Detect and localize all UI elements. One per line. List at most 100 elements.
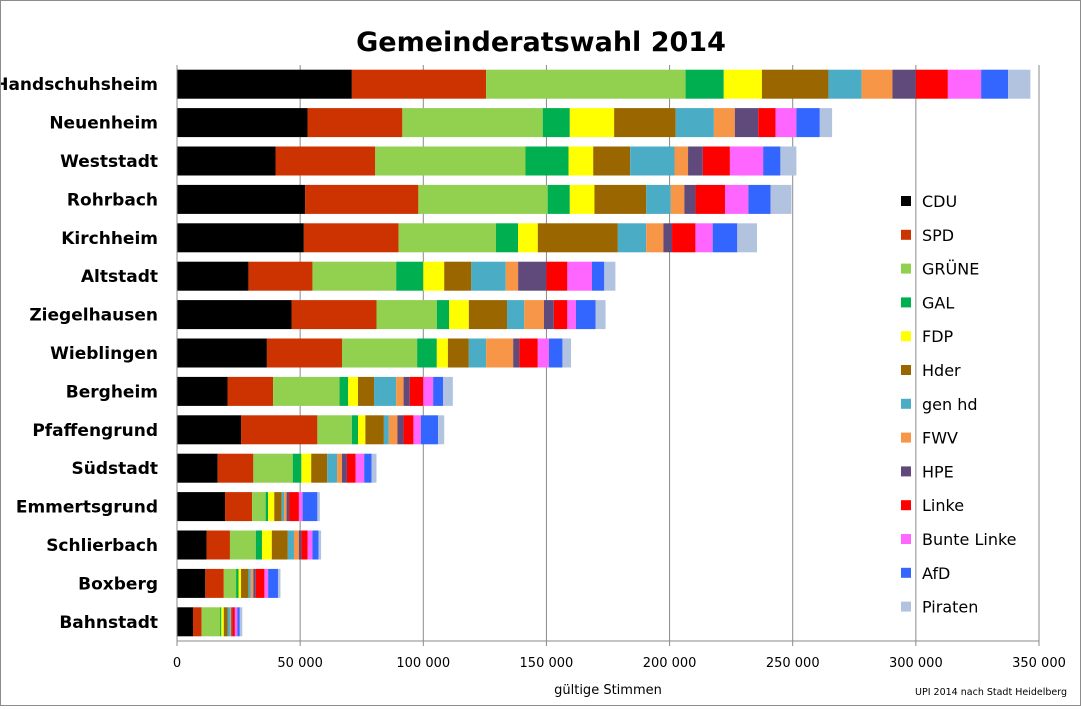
legend-label-spd: SPD: [922, 226, 954, 245]
category-labels: Handschuhsheim Neuenheim Weststadt Rohrbach…: [0, 75, 158, 633]
legend-swatch-hpe: [901, 466, 911, 477]
bar-boxberg-hpe: [253, 568, 256, 598]
bar-suedstadt-fwv: [337, 453, 343, 483]
bar-handschuhsheim-bunte-linke: [947, 69, 982, 99]
bar-neuenheim-bunte-linke: [775, 108, 797, 138]
category-label-weststadt: Weststadt: [60, 152, 158, 172]
bar-schlierbach-gruene: [229, 530, 256, 560]
bar-emmertsgrund-cdu: [177, 492, 226, 522]
legend-swatch-hder: [901, 365, 911, 375]
bar-altstadt-gruene: [312, 261, 397, 291]
bar-schlierbach-afd: [312, 530, 319, 560]
category-label-pfaffengrund: Pfaffengrund: [32, 421, 158, 441]
bar-neuenheim-spd: [307, 108, 403, 138]
bar-kirchheim-afd: [712, 223, 738, 253]
bar-bahnstadt-linke: [232, 607, 235, 637]
bar-bergheim-gruene: [273, 376, 340, 406]
legend-swatch-bunte-linke: [901, 534, 911, 544]
x-tick-label: 100 000: [396, 656, 450, 671]
bar-suedstadt-afd: [364, 453, 372, 483]
bar-altstadt-afd: [591, 261, 605, 291]
bar-suedstadt-spd: [217, 453, 254, 483]
category-label-kirchheim: Kirchheim: [61, 229, 158, 249]
category-label-neuenheim: Neuenheim: [49, 114, 158, 134]
bar-rohrbach-fwv: [670, 184, 685, 214]
bar-emmertsgrund-hpe: [286, 492, 290, 522]
bar-rohrbach-linke: [695, 184, 725, 214]
bar-handschuhsheim-fdp: [723, 69, 762, 99]
bar-wieblingen-spd: [266, 338, 343, 368]
bar-suedstadt-hder: [311, 453, 328, 483]
bar-neuenheim-fwv: [713, 108, 735, 138]
legend-swatch-spd: [901, 229, 911, 240]
bar-altstadt-linke: [546, 261, 568, 291]
bar-neuenheim-gal: [542, 108, 570, 138]
x-axis-title: gültige Stimmen: [554, 683, 662, 698]
bar-neuenheim-gen-hd: [675, 108, 714, 138]
bar-ziegelhausen-spd: [291, 300, 377, 330]
bar-bergheim-gen-hd: [374, 376, 397, 406]
bar-altstadt-fdp: [423, 261, 445, 291]
bar-bergheim-hder: [358, 376, 375, 406]
bar-altstadt-spd: [248, 261, 313, 291]
bar-wieblingen-gal: [417, 338, 437, 368]
bar-altstadt-gal: [396, 261, 424, 291]
bar-boxberg-gal: [236, 568, 239, 598]
bar-weststadt-gal: [525, 146, 569, 176]
bar-ziegelhausen-cdu: [177, 300, 292, 330]
category-label-altstadt: Altstadt: [81, 267, 158, 287]
bar-bahnstadt-cdu: [177, 607, 194, 637]
category-label-bahnstadt: Bahnstadt: [59, 613, 158, 633]
bar-rohrbach-gruene: [418, 184, 548, 214]
bar-neuenheim-piraten: [819, 108, 833, 138]
bar-ziegelhausen-linke: [553, 300, 568, 330]
legend-swatch-gen-hd: [901, 398, 911, 409]
bar-weststadt-hder: [593, 146, 631, 176]
bar-suedstadt-hpe: [342, 453, 347, 483]
bar-bahnstadt-spd: [193, 607, 202, 637]
bar-bahnstadt-gal: [220, 607, 222, 637]
bar-kirchheim-gen-hd: [617, 223, 647, 253]
legend-label-piraten: Piraten: [922, 598, 978, 617]
bar-pfaffengrund-gen-hd: [383, 415, 389, 445]
legend-swatch-fdp: [901, 331, 911, 342]
bar-neuenheim-cdu: [177, 108, 308, 138]
x-tick-label: 50 000: [277, 656, 323, 671]
bar-pfaffengrund-bunte-linke: [413, 415, 421, 445]
bar-wieblingen-fwv: [486, 338, 514, 368]
bar-bahnstadt-fwv: [229, 607, 232, 637]
bar-handschuhsheim-gal: [685, 69, 724, 99]
bar-rohrbach-hpe: [684, 184, 696, 214]
bar-suedstadt-gruene: [253, 453, 293, 483]
bar-pfaffengrund-linke: [403, 415, 414, 445]
bar-bahnstadt-gruene: [201, 607, 221, 637]
bar-rohrbach-gal: [547, 184, 570, 214]
bar-pfaffengrund-afd: [420, 415, 439, 445]
category-label-bergheim: Bergheim: [66, 382, 158, 402]
bar-ziegelhausen-gen-hd: [507, 300, 525, 330]
bar-rohrbach-spd: [305, 184, 419, 214]
bar-altstadt-fwv: [505, 261, 519, 291]
bar-handschuhsheim-gruene: [486, 69, 686, 99]
bar-schlierbach-hder: [271, 530, 288, 560]
bar-suedstadt-cdu: [177, 453, 218, 483]
bar-bahnstadt-hder: [223, 607, 228, 637]
bar-altstadt-bunte-linke: [567, 261, 592, 291]
bar-emmertsgrund-fwv: [284, 492, 287, 522]
bar-emmertsgrund-gal: [265, 492, 269, 522]
legend-label-linke: Linke: [922, 496, 964, 515]
bar-bergheim-afd: [433, 376, 443, 406]
bar-emmertsgrund-fdp: [268, 492, 275, 522]
bar-altstadt-piraten: [604, 261, 616, 291]
bar-wieblingen-fdp: [436, 338, 448, 368]
legend-swatch-cdu: [901, 196, 911, 206]
legend-label-afd: AfD: [922, 564, 950, 583]
bar-boxberg-fdp: [238, 568, 242, 598]
x-tick-label: 250 000: [766, 656, 820, 671]
bar-bergheim-spd: [227, 376, 274, 406]
bar-emmertsgrund-spd: [225, 492, 253, 522]
legend-swatch-gruene: [901, 263, 911, 274]
bar-wieblingen-hpe: [513, 338, 520, 368]
bar-weststadt-fdp: [568, 146, 594, 176]
bar-bahnstadt-gen-hd: [227, 607, 230, 637]
